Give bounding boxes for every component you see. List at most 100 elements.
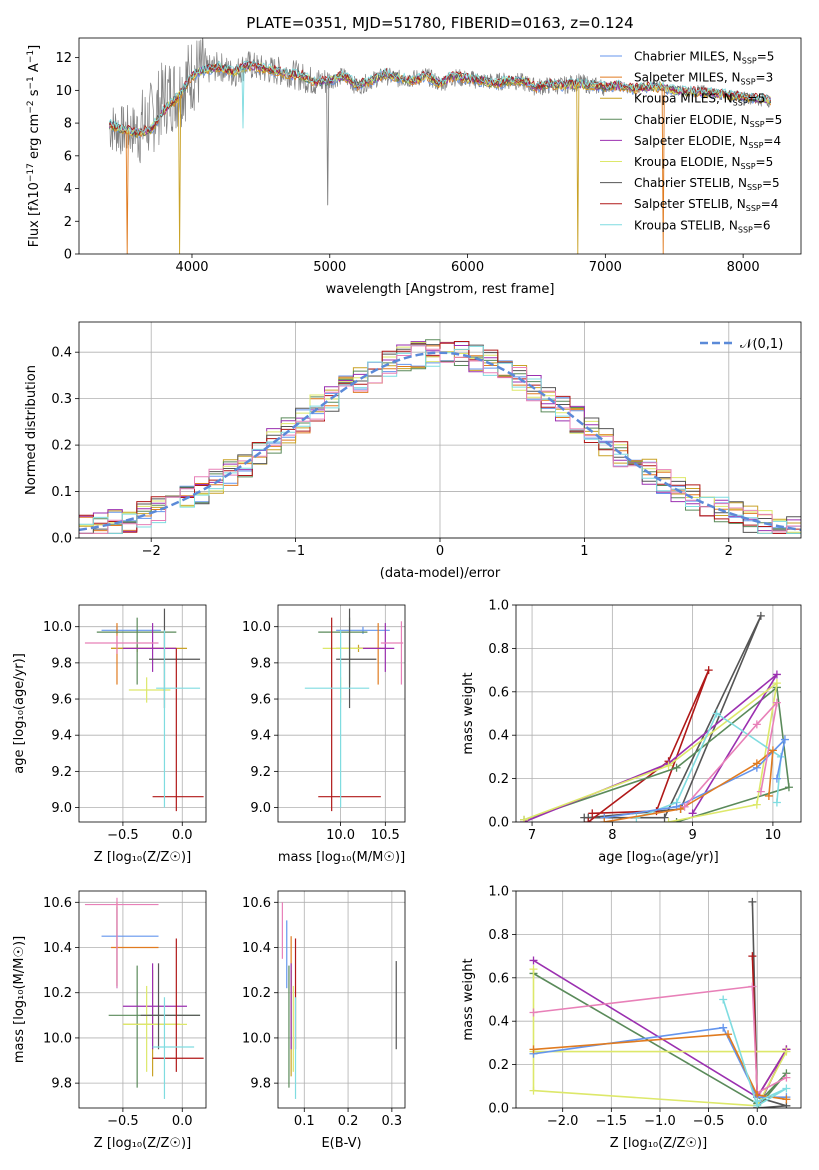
x-tick-label: −1.5	[596, 1114, 628, 1129]
error-bar-point-c_miles	[336, 626, 390, 634]
model-spectrum-k_stelib	[108, 60, 771, 134]
y-tick-label: 10.0	[43, 620, 72, 635]
model-spectrum-c_stelib	[108, 60, 772, 136]
x-axis-label: wavelength [Angstrom, rest frame]	[326, 282, 555, 297]
error-bar-point-s_stelib	[318, 617, 381, 812]
panel-age_vs_mass: 10.0 10.5 9.0 9.2 9.4 9.6 9.8 10.0 mass [log₁₀(M…	[242, 604, 406, 865]
y-tick-label: 0.2	[488, 772, 509, 787]
weight-marker	[768, 746, 777, 755]
y-tick-label: 0.0	[488, 1102, 509, 1117]
x-tick-label: 5000	[313, 260, 346, 275]
axes-frame	[515, 890, 802, 1109]
legend-label-text: Salpeter STELIB, N	[634, 197, 746, 211]
chart-title: PLATE=0351, MJD=51780, FIBERID=0163, z=0…	[246, 14, 633, 32]
y-tick-label: 0.1	[51, 485, 72, 500]
weight-marker	[748, 952, 757, 961]
x-tick-label: 2	[725, 544, 733, 559]
x-axis-label: Z [log₁₀(Z/Z☉)]	[94, 850, 191, 865]
plot-area	[281, 902, 397, 1099]
legend-label: Chabrier ELODIE, NSSP=5	[634, 113, 782, 129]
y-label-part: s	[27, 89, 42, 100]
weight-marker	[748, 897, 757, 906]
legend-label-count: =5	[756, 155, 774, 169]
legend: 𝒩(0,1)	[700, 337, 783, 352]
weight-marker	[719, 1023, 728, 1032]
error-bar-point-s_miles	[111, 902, 159, 986]
y-label-part: λ	[27, 198, 42, 206]
y-tick-label: 10.2	[43, 986, 72, 1001]
y-tick-label: 6	[64, 149, 72, 164]
weight-marker	[664, 761, 673, 770]
weight-series-k_stelib	[719, 995, 791, 1108]
legend-label-count: =5	[748, 92, 766, 106]
x-axis-label: mass [log₁₀(M/M☉)]	[278, 850, 405, 865]
y-tick-label: 0.8	[488, 928, 509, 943]
panel-weight_vs_age: 7 8 9 10 0.0 0.2 0.4 0.6 0.8 1.0 age [log₁₀(age/yr…	[461, 599, 802, 865]
weight-marker	[600, 818, 609, 822]
weight-series-c_stelib	[580, 611, 765, 822]
panel-spectrum: 4000 5000 6000 7000 8000 0 2 4 6 8 10 12 wavelength …	[26, 14, 802, 297]
y-tick-label: 9.2	[51, 765, 72, 780]
y-tick-label: 9.4	[250, 729, 271, 744]
x-axis-label: age [log₁₀(age/yr)]	[598, 850, 719, 865]
x-tick-label: −1.0	[644, 1114, 676, 1129]
weight-marker	[664, 818, 673, 822]
legend-label-count: =5	[762, 176, 780, 190]
y-axis-label: age [log₁₀(age/yr)]	[12, 653, 27, 774]
y-tick-label: 9.8	[51, 1077, 72, 1092]
weight-marker	[520, 815, 529, 822]
weight-series-extra_pink	[680, 698, 781, 811]
model-spectrum-k_elodie	[109, 62, 771, 136]
y-tick-label: 9.6	[51, 693, 72, 708]
y-tick-label: 10.4	[43, 941, 72, 956]
weight-marker	[784, 783, 793, 792]
x-tick-label: 6000	[451, 260, 484, 275]
spectrum-dip	[661, 87, 665, 254]
panel-residuals: −2 −1 0 1 2 0.0 0.1 0.2 0.3 0.4 (data-model)/error…	[24, 321, 802, 581]
spectrum-dip	[178, 94, 182, 254]
plot-area	[304, 608, 404, 812]
y-tick-label: 9.8	[250, 656, 271, 671]
error-bar-point-k_elodie	[128, 677, 171, 703]
axes-frame	[277, 604, 406, 823]
weight-marker	[724, 1030, 733, 1039]
x-tick-label: 7000	[589, 260, 622, 275]
error-bar-point-k_miles	[122, 970, 180, 1077]
x-tick-label: 0.2	[338, 1114, 359, 1129]
y-axis-label: mass weight	[461, 958, 476, 1040]
x-tick-label: −0.5	[107, 828, 139, 843]
x-tick-label: 4000	[175, 260, 208, 275]
weight-marker	[529, 1008, 538, 1017]
weight-marker	[756, 611, 765, 620]
weight-line	[722, 999, 788, 1107]
plot-area	[520, 611, 793, 822]
y-label-part: −1	[26, 50, 36, 63]
y-tick-label: 0.0	[51, 532, 72, 547]
y-tick-label: 9.2	[250, 765, 271, 780]
x-tick-label: 8000	[727, 260, 760, 275]
weight-marker	[676, 804, 685, 813]
y-tick-label: 0.4	[51, 346, 72, 361]
weight-marker	[772, 774, 781, 783]
legend-label-text: Kroupa ELODIE, N	[634, 155, 741, 169]
axes-frame	[78, 890, 207, 1109]
legend-label: Kroupa MILES, NSSP=5	[634, 92, 765, 108]
weight-marker	[529, 965, 538, 974]
y-tick-label: 10.2	[242, 986, 271, 1001]
legend-label: Salpeter MILES, NSSP=3	[634, 71, 773, 87]
error-bar-point-c_elodie	[96, 617, 177, 685]
weight-line	[751, 901, 788, 1108]
y-label-part: A	[27, 63, 42, 76]
legend-label-text: Kroupa MILES, N	[634, 92, 733, 106]
x-tick-label: 10.0	[326, 828, 355, 843]
y-tick-label: 9.0	[250, 801, 271, 816]
plot-area	[529, 897, 791, 1108]
weight-marker	[764, 791, 773, 800]
error-bar-point-c_elodie	[318, 617, 368, 685]
weight-line	[523, 673, 778, 822]
legend-label-count: =5	[765, 113, 783, 127]
y-tick-label: 8	[64, 117, 72, 132]
error-bar-point-k_stelib	[156, 630, 201, 808]
